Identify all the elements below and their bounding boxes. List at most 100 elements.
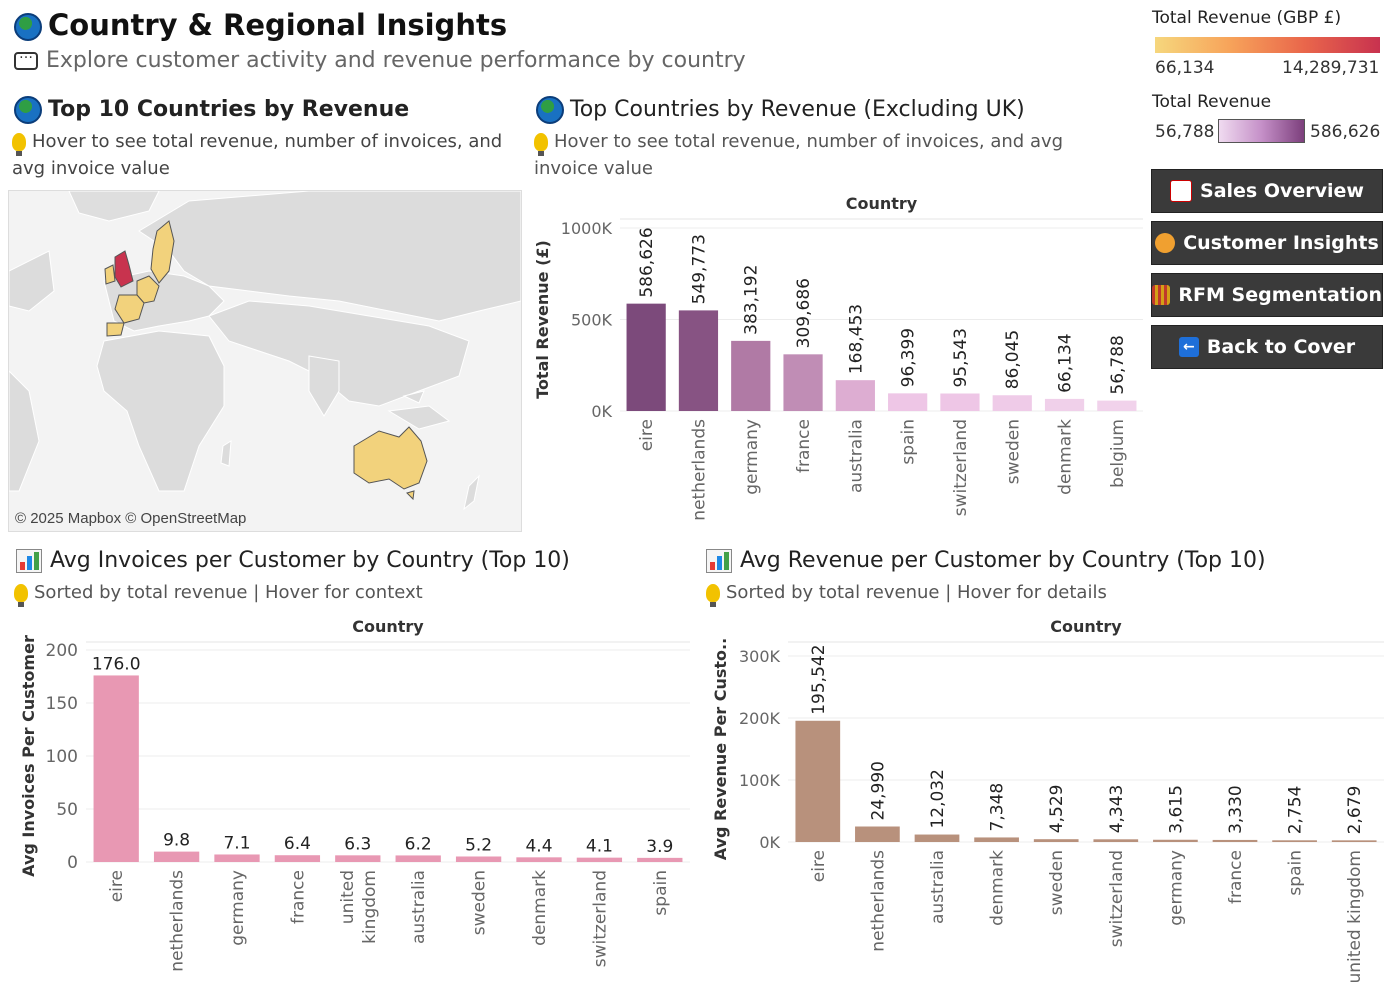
legend-total-gbp-gradient xyxy=(1155,37,1380,53)
rfm-segmentation-button[interactable]: RFM Segmentation xyxy=(1151,273,1383,317)
x-category-label: denmark xyxy=(988,850,1008,926)
data-label: 95,543 xyxy=(951,328,971,387)
y-tick-label: 0K xyxy=(591,402,612,421)
data-label: 7.1 xyxy=(223,833,250,853)
bar-eire xyxy=(93,675,139,862)
bar-denmark xyxy=(516,857,562,862)
column-header: Country xyxy=(846,194,918,213)
data-label: 5.2 xyxy=(465,835,492,855)
data-label: 6.3 xyxy=(344,834,371,854)
x-category-label: germany xyxy=(1166,850,1186,926)
bar-france xyxy=(1212,839,1258,842)
x-category-label: germany xyxy=(742,419,762,495)
data-label: 2,679 xyxy=(1345,786,1365,835)
revenue-map[interactable]: © 2025 Mapbox © OpenStreetMap xyxy=(8,190,522,532)
lightbulb-icon xyxy=(12,133,26,156)
x-category-label: australia xyxy=(928,850,948,924)
chart2-avg-invoices[interactable]: Country 0 50 100 150 200 Avg Invoices Per Cust… xyxy=(14,610,694,990)
x-category-label: france xyxy=(288,870,308,924)
bar-netherlands xyxy=(855,826,900,842)
column-header: Country xyxy=(352,617,424,636)
back-to-cover-button[interactable]: ← Back to Cover xyxy=(1151,325,1383,369)
map-section-title: Top 10 Countries by Revenue xyxy=(14,96,409,124)
bar-united-kingdom xyxy=(335,855,381,862)
legend-total-rev-gradient xyxy=(1218,119,1305,143)
x-category-label: sweden xyxy=(1003,419,1023,484)
x-category-label: kingdom xyxy=(360,870,380,944)
x-category-label: united xyxy=(338,870,358,924)
data-label: 4.1 xyxy=(586,837,613,857)
x-category-label: switzerland xyxy=(1107,850,1127,947)
x-category-label: spain xyxy=(899,419,919,465)
bar-france xyxy=(783,354,823,411)
x-category-label: france xyxy=(794,419,814,473)
x-category-label: netherlands xyxy=(868,850,888,952)
x-category-label: australia xyxy=(409,870,429,944)
bar-netherlands xyxy=(678,310,719,411)
legend-total-gbp-title: Total Revenue (GBP £) xyxy=(1152,8,1342,28)
bar-switzerland xyxy=(576,857,623,862)
bar-france xyxy=(274,855,321,862)
chart2-title: Avg Invoices per Customer by Country (To… xyxy=(16,548,570,573)
y-tick-label: 0 xyxy=(67,853,78,873)
x-category-label: switzerland xyxy=(590,870,610,967)
y-axis-label: Total Revenue (£) xyxy=(533,240,552,399)
y-tick-label: 500K xyxy=(571,311,613,330)
data-label: 586,626 xyxy=(637,227,657,297)
lightbulb-icon xyxy=(534,133,548,156)
lightbulb-icon xyxy=(14,584,28,607)
data-label: 6.2 xyxy=(405,834,432,854)
bar-australia xyxy=(395,855,441,862)
chart1-hint: Hover to see total revenue, number of in… xyxy=(534,131,1064,179)
data-label: 86,045 xyxy=(1003,330,1023,389)
data-label: 6.4 xyxy=(284,834,311,854)
y-tick-label: 200 xyxy=(46,641,78,661)
x-category-label: belgium xyxy=(1108,419,1128,488)
chart3-avg-revenue[interactable]: Country 0K 100K 200K 300K Avg Revenue Per Cus… xyxy=(706,610,1391,990)
data-label: 4,529 xyxy=(1047,785,1067,834)
customer-insights-button[interactable]: Customer Insights xyxy=(1151,221,1383,265)
globe-icon xyxy=(14,13,42,41)
x-category-label: denmark xyxy=(530,870,550,946)
x-category-label: spain xyxy=(651,870,671,916)
bar-eire xyxy=(795,720,841,842)
data-label: 176.0 xyxy=(92,654,141,674)
bar-sweden xyxy=(1033,839,1079,842)
x-category-label: germany xyxy=(228,870,248,946)
people-icon xyxy=(1155,233,1176,253)
data-label: 2,754 xyxy=(1286,786,1306,835)
bar-netherlands xyxy=(153,851,200,862)
data-label: 309,686 xyxy=(794,278,814,348)
bar-sweden xyxy=(455,856,502,862)
sales-overview-button[interactable]: Sales Overview xyxy=(1151,169,1383,213)
bar-switzerland xyxy=(1093,839,1139,842)
bar-denmark xyxy=(974,837,1019,842)
bar-australia xyxy=(835,380,875,411)
globe-icon xyxy=(536,96,564,124)
legend-total-rev-min: 56,788 xyxy=(1155,122,1215,142)
chart3-title: Avg Revenue per Customer by Country (Top… xyxy=(706,548,1266,573)
data-label: 56,788 xyxy=(1108,335,1128,394)
chart1-revenue-excl-uk[interactable]: Country 0K 500K 1000K Total Revenue (£) 586,6… xyxy=(528,185,1148,530)
data-label: 7,348 xyxy=(988,783,1008,832)
data-label: 3,330 xyxy=(1226,785,1246,834)
legend-total-gbp-max: 14,289,731 xyxy=(1282,58,1380,78)
x-category-label: denmark xyxy=(1056,419,1076,495)
x-category-label: united kingdom xyxy=(1345,850,1365,983)
data-label: 66,134 xyxy=(1056,333,1076,392)
bar-eire xyxy=(626,303,666,411)
speech-bubble-icon xyxy=(14,46,38,70)
map-credit[interactable]: © 2025 Mapbox © OpenStreetMap xyxy=(15,510,247,527)
x-category-label: switzerland xyxy=(951,419,971,516)
bar-germany xyxy=(214,854,260,862)
x-category-label: france xyxy=(1226,850,1246,904)
y-tick-label: 50 xyxy=(56,800,78,820)
data-label: 4.4 xyxy=(525,836,552,856)
chart1-title: Top Countries by Revenue (Excluding UK) xyxy=(536,96,1025,124)
data-label: 4,343 xyxy=(1107,785,1127,834)
chart2-hint: Sorted by total revenue | Hover for cont… xyxy=(14,579,423,607)
bar-spain xyxy=(1272,840,1317,842)
bar-switzerland xyxy=(940,393,980,411)
legend-total-rev-max: 586,626 xyxy=(1310,122,1381,142)
x-category-label: eire xyxy=(637,419,657,451)
